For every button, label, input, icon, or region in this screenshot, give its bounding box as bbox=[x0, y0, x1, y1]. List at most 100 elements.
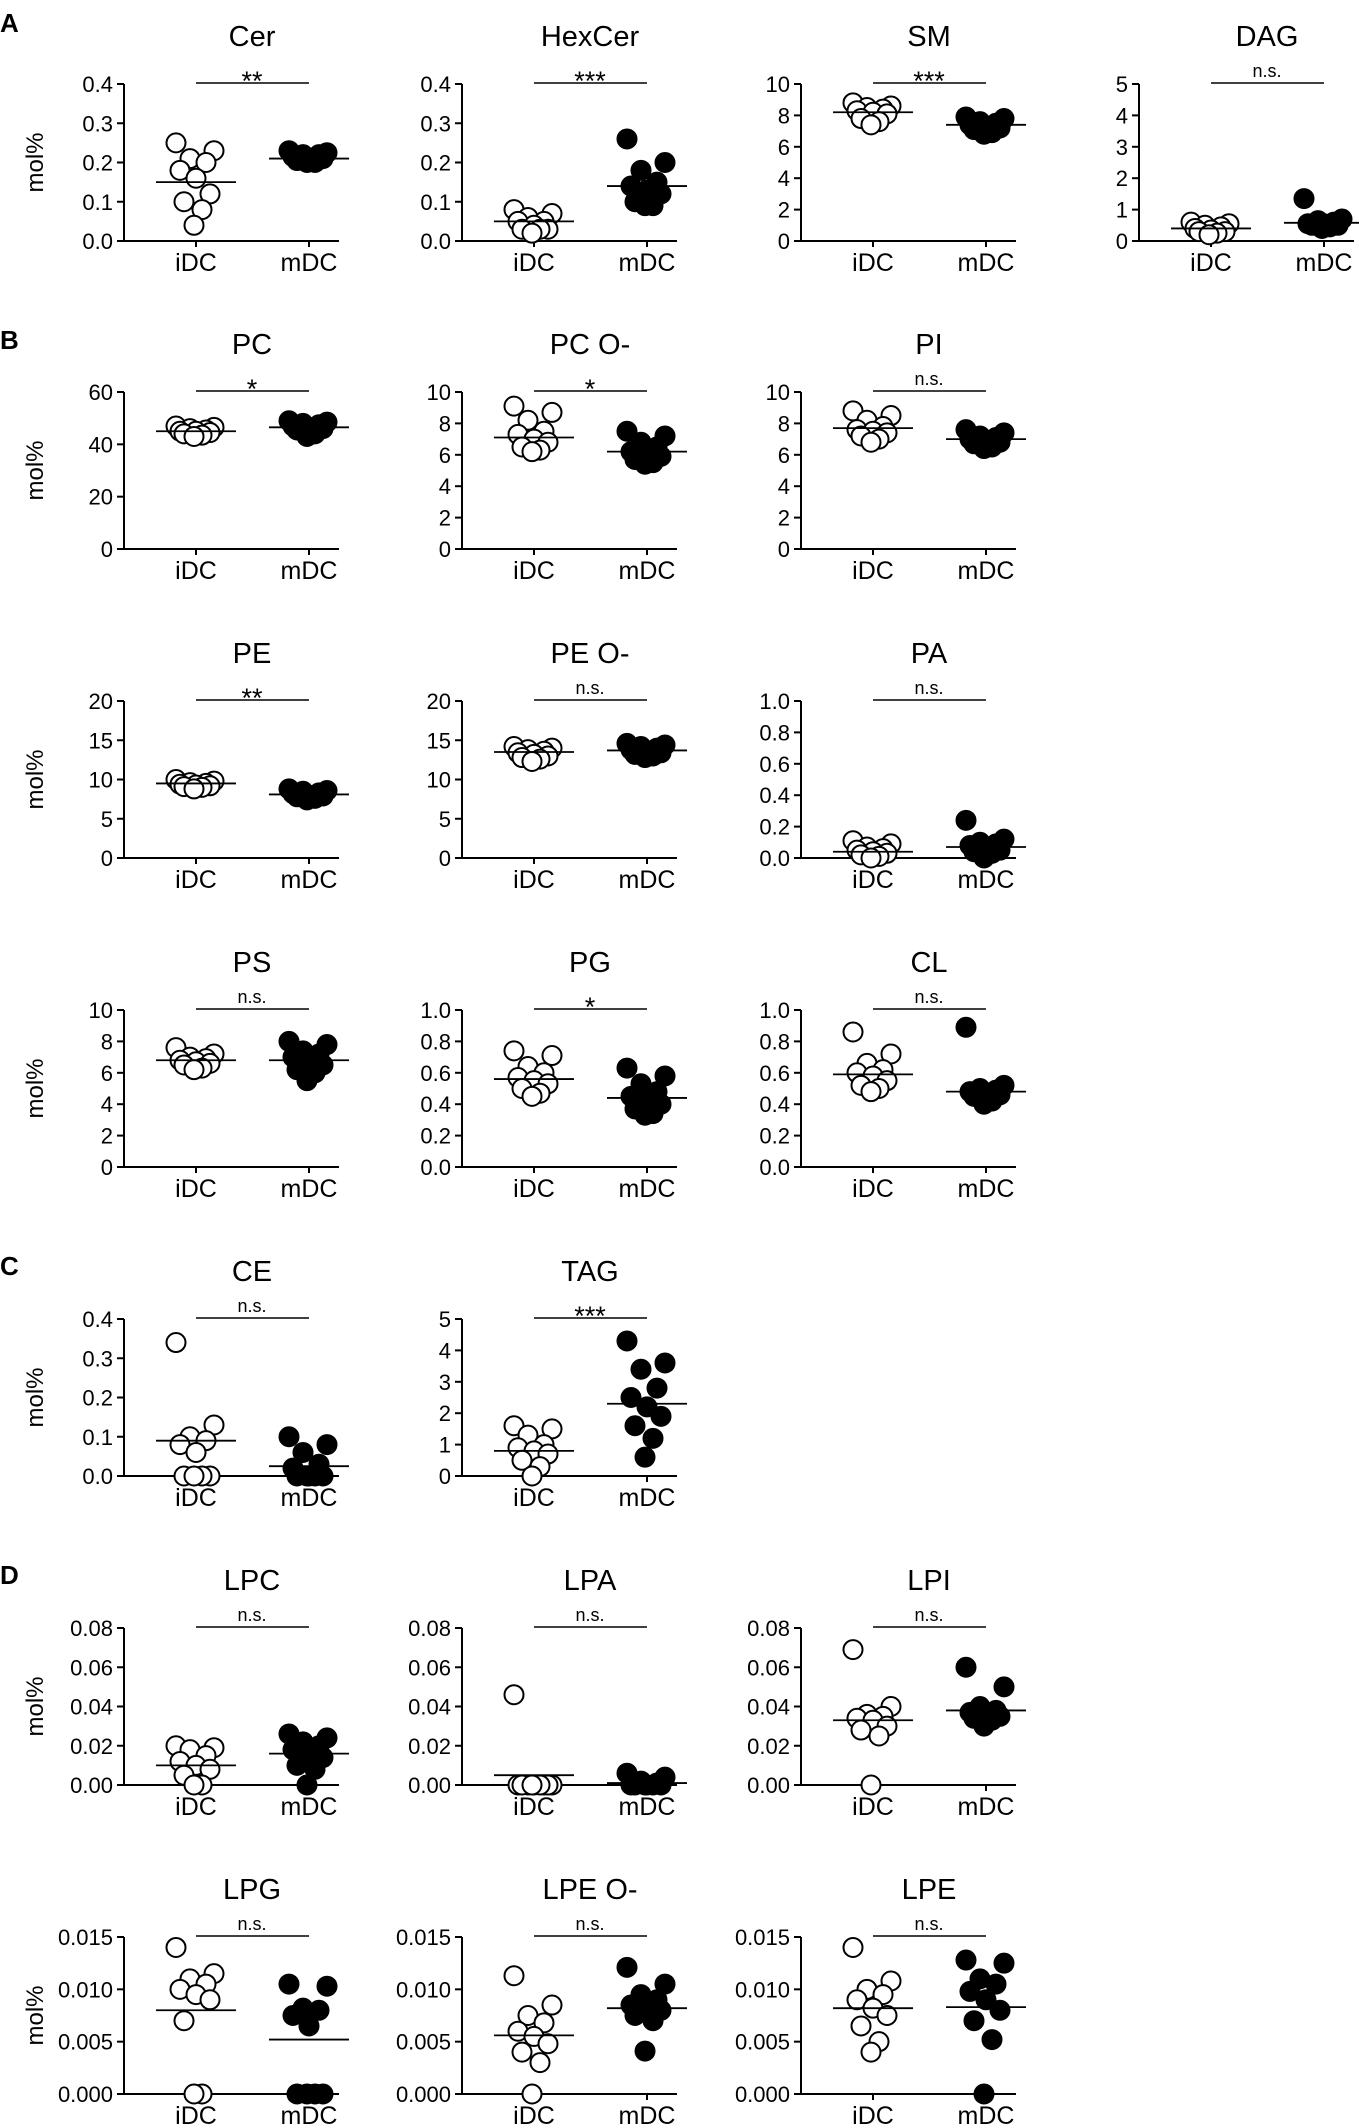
idc-data-point bbox=[537, 2033, 559, 2055]
x-category-label-idc: iDC bbox=[852, 249, 894, 277]
y-tick-label: 0.0 bbox=[82, 229, 113, 254]
idc-data-point bbox=[517, 409, 539, 431]
x-category-label-idc: iDC bbox=[1190, 249, 1232, 277]
x-category-label-mdc: mDC bbox=[281, 1175, 338, 1203]
y-tick-label: 8 bbox=[439, 411, 451, 436]
mdc-data-point bbox=[634, 1774, 656, 1796]
mdc-data-point bbox=[296, 2083, 318, 2105]
significance-label: n.s. bbox=[1252, 61, 1281, 81]
panel-letter-c: C bbox=[0, 1251, 19, 1281]
y-axis-label: mol% bbox=[22, 1985, 49, 2045]
y-tick-label: 20 bbox=[427, 689, 451, 714]
idc-data-point bbox=[1198, 224, 1220, 246]
y-tick-label: 1.0 bbox=[759, 998, 790, 1023]
mdc-data-point bbox=[955, 1656, 977, 1678]
significance-label: n.s. bbox=[914, 678, 943, 698]
x-category-label-mdc: mDC bbox=[1296, 249, 1353, 277]
mdc-data-point bbox=[973, 438, 995, 460]
mdc-data-point bbox=[963, 2010, 985, 2032]
idc-data-point bbox=[850, 2015, 872, 2037]
significance-label: * bbox=[247, 374, 258, 404]
mdc-data-point bbox=[282, 2005, 304, 2026]
x-category-label-idc: iDC bbox=[513, 249, 555, 277]
mdc-data-point bbox=[630, 159, 652, 181]
chart-tag: TAG *** 0 1 2 3 4 5 iDC mDC bbox=[439, 1256, 687, 1512]
mdc-data-point bbox=[985, 1973, 1007, 1995]
y-tick-label: 0.005 bbox=[396, 2030, 451, 2055]
idc-data-point bbox=[183, 1059, 205, 1081]
chart-sm: SM *** 0 2 4 6 8 10 iDC mDC bbox=[766, 21, 1026, 277]
y-axis-label: mol% bbox=[22, 440, 49, 500]
idc-data-point bbox=[521, 750, 543, 772]
chart-pg: PG * 0.0 0.2 0.4 0.6 0.8 1.0 iDC mDC bbox=[420, 947, 687, 1203]
y-tick-label: 0.02 bbox=[408, 1734, 451, 1759]
mdc-data-point bbox=[955, 1016, 977, 1038]
idc-data-point bbox=[165, 1936, 187, 1958]
chart-title: LPI bbox=[907, 1565, 951, 1597]
idc-data-point bbox=[521, 441, 543, 463]
y-tick-label: 10 bbox=[427, 380, 451, 405]
chart-title: LPG bbox=[223, 1874, 281, 1906]
y-tick-label: 0.015 bbox=[58, 1925, 113, 1950]
y-tick-label: 0.4 bbox=[420, 72, 451, 97]
mdc-data-point bbox=[959, 1980, 981, 2002]
y-tick-label: 0.4 bbox=[759, 1092, 790, 1117]
significance-label: n.s. bbox=[914, 1605, 943, 1625]
y-tick-label: 0 bbox=[101, 846, 113, 871]
mdc-data-point bbox=[955, 809, 977, 831]
y-tick-label: 4 bbox=[439, 1338, 451, 1363]
mdc-data-point bbox=[296, 1465, 318, 1487]
y-tick-label: 0.08 bbox=[70, 1616, 113, 1641]
y-axis-label: mol% bbox=[22, 1058, 49, 1118]
idc-data-point bbox=[503, 395, 525, 417]
idc-data-point bbox=[173, 2010, 195, 2032]
y-tick-label: 6 bbox=[778, 135, 790, 160]
y-tick-label: 8 bbox=[101, 1029, 113, 1054]
idc-data-point bbox=[183, 1774, 205, 1796]
y-tick-label: 0.010 bbox=[396, 1977, 451, 2002]
x-category-label-idc: iDC bbox=[175, 2102, 217, 2128]
mdc-data-point bbox=[973, 2083, 995, 2105]
idc-data-point bbox=[842, 1021, 864, 1043]
idc-data-point bbox=[165, 1332, 187, 1354]
y-tick-label: 40 bbox=[89, 432, 113, 457]
y-tick-label: 0 bbox=[778, 229, 790, 254]
mdc-data-point bbox=[616, 1057, 638, 1079]
idc-data-point bbox=[842, 1639, 864, 1661]
mdc-data-point bbox=[286, 1754, 308, 1776]
y-tick-label: 20 bbox=[89, 689, 113, 714]
chart-title: LPE bbox=[902, 1874, 957, 1906]
mdc-data-point bbox=[616, 1330, 638, 1352]
mdc-data-point bbox=[1293, 188, 1315, 210]
x-category-label-mdc: mDC bbox=[958, 557, 1015, 585]
y-tick-label: 0.0 bbox=[759, 1155, 790, 1180]
x-category-label-idc: iDC bbox=[852, 1793, 894, 1821]
mdc-data-point bbox=[634, 747, 656, 769]
idc-data-point bbox=[846, 1989, 868, 2011]
chart-title: SM bbox=[907, 21, 951, 53]
y-tick-label: 8 bbox=[778, 103, 790, 128]
idc-data-point bbox=[503, 1040, 525, 1062]
significance-label: ** bbox=[241, 66, 263, 96]
mdc-data-point bbox=[296, 425, 318, 447]
y-tick-label: 0.000 bbox=[396, 2082, 451, 2107]
significance-label: *** bbox=[913, 66, 945, 96]
idc-data-point bbox=[842, 1936, 864, 1958]
chart-title: Cer bbox=[229, 21, 276, 53]
y-tick-label: 0.06 bbox=[70, 1655, 113, 1680]
panel-letter-a: A bbox=[0, 8, 19, 38]
mdc-data-point bbox=[634, 2040, 656, 2062]
mdc-data-point bbox=[316, 1975, 338, 1997]
mdc-data-point bbox=[973, 1715, 995, 1737]
y-tick-label: 0.1 bbox=[420, 190, 451, 215]
y-axis-label: mol% bbox=[22, 749, 49, 809]
chart-lpa: LPA n.s. 0.00 0.02 0.04 0.06 0.08 iDC mDC bbox=[408, 1565, 687, 1821]
x-category-label-idc: iDC bbox=[175, 1175, 217, 1203]
idc-data-point bbox=[521, 1774, 543, 1796]
y-tick-label: 1 bbox=[1116, 198, 1128, 223]
panel-letter-b: B bbox=[0, 325, 19, 355]
mdc-data-point bbox=[646, 1377, 668, 1399]
y-tick-label: 0.8 bbox=[759, 1029, 790, 1054]
y-tick-label: 0.4 bbox=[82, 1307, 113, 1332]
y-tick-label: 6 bbox=[439, 443, 451, 468]
